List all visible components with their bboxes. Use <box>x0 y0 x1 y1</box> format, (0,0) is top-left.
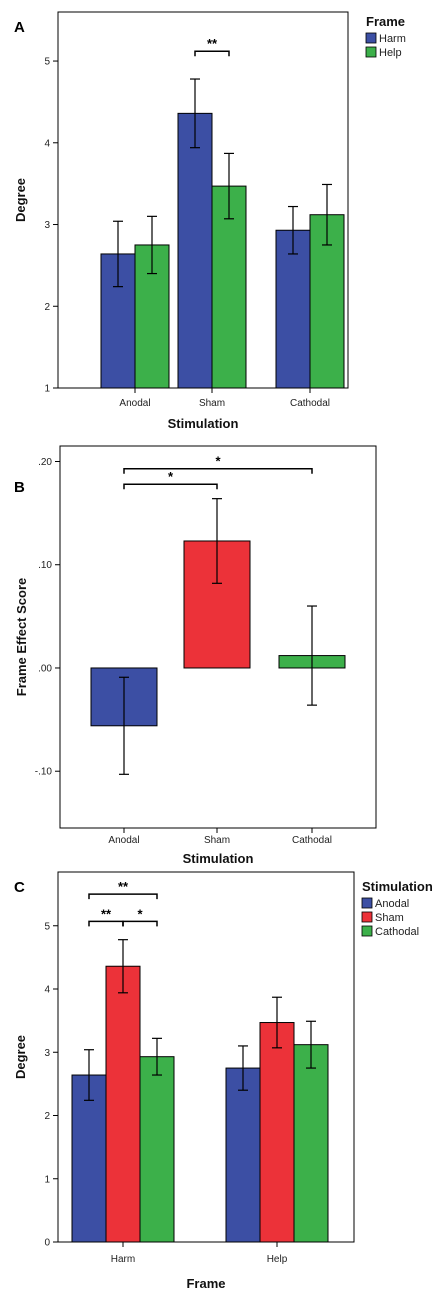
panel-a-legend-label-harm: Harm <box>379 33 406 45</box>
panel-a-significance-1-bracket <box>194 50 230 57</box>
panel-c-bar-sham-help <box>259 1022 295 1243</box>
panel-c-y-tick-label: 3 <box>44 1048 50 1059</box>
panel-c-significance-2-label: * <box>137 906 143 921</box>
panel-b-y-tick-label: .10 <box>38 560 52 571</box>
panel-a-legend-swatch-harm <box>365 32 377 44</box>
panel-c-bar-sham-harm <box>105 965 141 1243</box>
panel-a-y-tick-label: 2 <box>44 302 50 313</box>
panel-a-legend-swatch-help <box>365 46 377 58</box>
panel-a-letter: A <box>14 19 25 36</box>
panel-a-y-tick-label: 1 <box>44 384 50 395</box>
panel-c-x-axis-label: Frame <box>186 1276 225 1291</box>
panel-a-y-tick-label: 4 <box>44 138 50 149</box>
panel-c-y-tick-label: 4 <box>44 985 50 996</box>
panel-c-legend-swatch-cathodal <box>361 925 373 937</box>
panel-b-significance-2-label: * <box>215 454 221 469</box>
panel-c-y-tick-label: 1 <box>44 1174 50 1185</box>
panel-a-significance-1-label: ** <box>207 36 218 51</box>
panel-a-x-tick-label: Anodal <box>119 398 150 409</box>
panel-a-bar-harm-sham <box>177 112 213 389</box>
panel-c-legend-label-sham: Sham <box>375 912 404 924</box>
panel-c-bar-cathodal-harm <box>139 1056 175 1243</box>
panel-b-x-axis-label: Stimulation <box>183 851 254 866</box>
panel-a-x-tick-label: Sham <box>199 398 225 409</box>
panel-c-significance-2-bracket <box>122 920 158 927</box>
panel-c-legend-label-anodal: Anodal <box>375 898 409 910</box>
panel-a-y-tick-label: 5 <box>44 57 50 68</box>
panel-c-y-tick-label: 0 <box>44 1238 50 1249</box>
panel-c-legend-swatch-anodal <box>361 897 373 909</box>
panel-c-x-tick-label: Help <box>267 1254 288 1265</box>
panel-a-y-tick-label: 3 <box>44 220 50 231</box>
panel-c-legend-title: Stimulation <box>362 879 433 894</box>
panel-c-bar-anodal-harm <box>71 1074 107 1243</box>
panel-b-y-axis-label: Frame Effect Score <box>14 578 29 697</box>
panel-c-letter: C <box>14 879 25 896</box>
panel-c-significance-1-label: ** <box>101 906 112 921</box>
panel-c-legend-swatch-sham <box>361 911 373 923</box>
panel-b-y-tick-label: .20 <box>38 457 52 468</box>
panel-a-x-tick-label: Cathodal <box>290 398 330 409</box>
panel-b-x-tick-label: Anodal <box>108 835 139 846</box>
panel-c-y-tick-label: 5 <box>44 921 50 932</box>
panel-b-x-tick-label: Sham <box>204 835 230 846</box>
panel-c-bar-cathodal-help <box>293 1044 329 1243</box>
panel-a-legend-title: Frame <box>366 14 405 29</box>
panel-c-y-axis-label: Degree <box>13 1035 28 1079</box>
panel-c-bar-anodal-help <box>225 1067 261 1243</box>
panel-c-significance-3-label: ** <box>118 879 129 894</box>
panel-c-y-tick-label: 2 <box>44 1111 50 1122</box>
panel-c-x-tick-label: Harm <box>111 1254 135 1265</box>
panel-a-bar-help-sham <box>211 185 247 389</box>
panel-b-significance-1-label: * <box>168 469 174 484</box>
panel-b-significance-1-bracket <box>123 483 218 490</box>
panel-b-letter: B <box>14 479 25 496</box>
panel-b-y-tick-label: -.10 <box>35 767 53 778</box>
panel-a-y-axis-label: Degree <box>13 178 28 222</box>
panel-c-legend-label-cathodal: Cathodal <box>375 926 419 938</box>
panel-a-legend-label-help: Help <box>379 47 402 59</box>
panel-b-significance-2-bracket <box>123 467 313 474</box>
panel-a-x-axis-label: Stimulation <box>168 416 239 431</box>
panel-b-y-tick-label: .00 <box>38 663 52 674</box>
panel-c-significance-3-bracket <box>88 893 158 900</box>
panel-b-x-tick-label: Cathodal <box>292 835 332 846</box>
